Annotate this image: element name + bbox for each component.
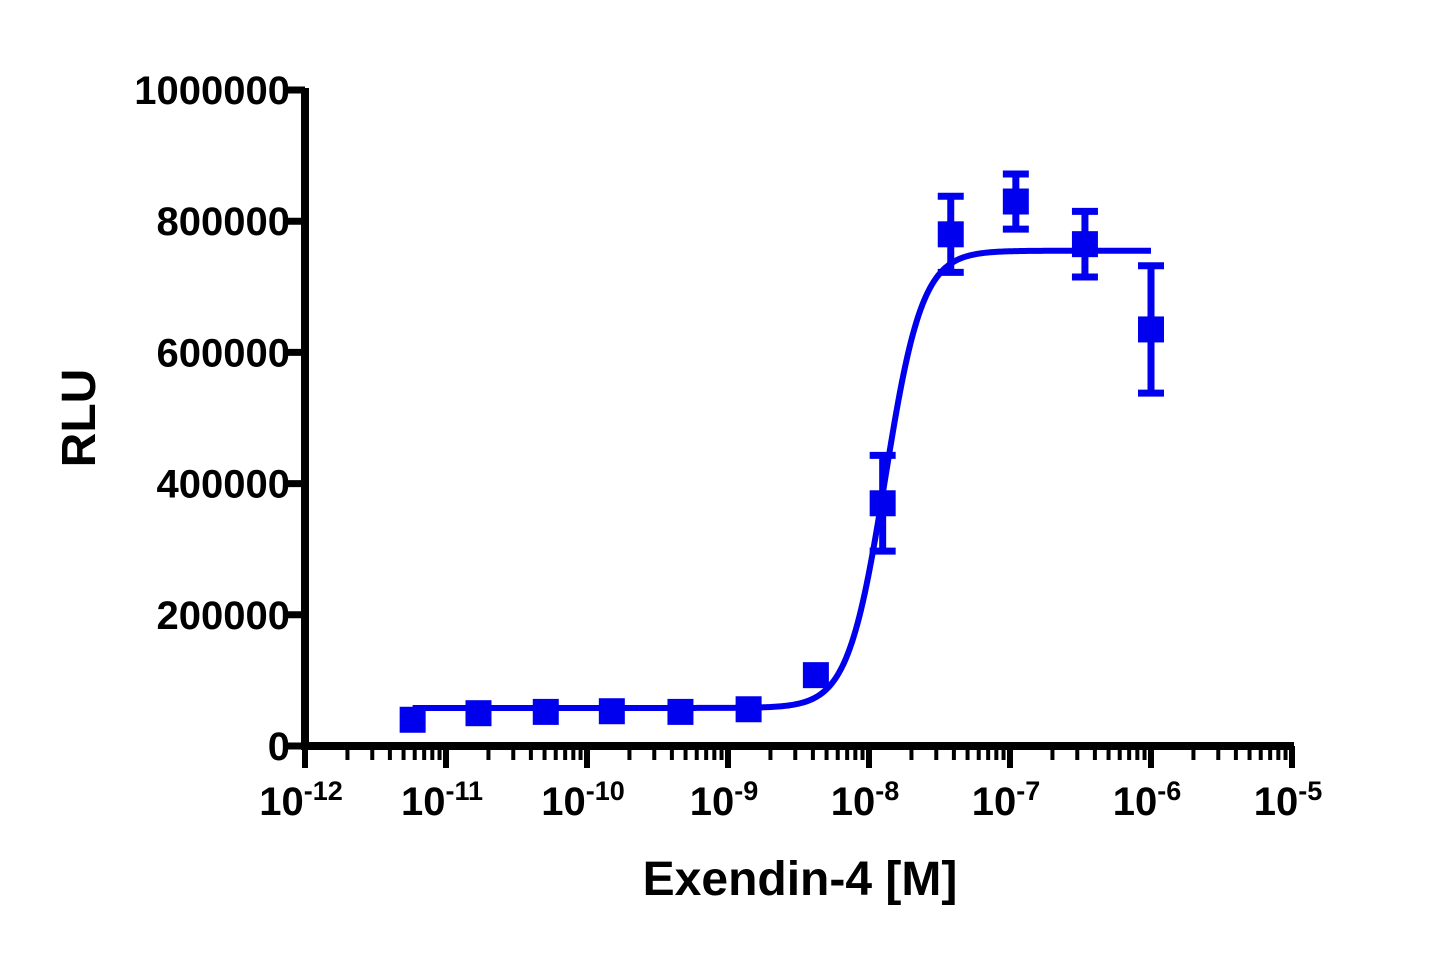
data-point [735,696,762,723]
x-tick-label: 10-9 [690,776,759,824]
data-point [598,698,625,725]
fit-curve [411,247,1153,711]
y-tick-label: 200000 [157,594,290,638]
y-tick-label: 1000000 [134,69,290,113]
data-point [869,490,896,517]
y-tick-label: 600000 [157,331,290,375]
data-point [802,662,829,689]
y-axis-title: RLU [53,369,106,468]
x-tick-label: 10-5 [1254,776,1323,824]
data-point [1071,231,1098,258]
data-point [532,698,559,725]
x-axis: 10-12 10-11 10-10 10-9 10-8 10-7 10-6 10-5 [259,742,1323,824]
x-tick-label: 10-8 [831,776,900,824]
y-axis: 0 200000 400000 600000 800000 1000000 [134,69,309,769]
data-point [465,700,492,727]
data-point [1138,316,1164,343]
y-tick-label: 0 [268,725,290,769]
x-tick-label: 10-12 [259,776,343,824]
data-point [399,706,426,733]
x-axis-title: Exendin-4 [M] [643,853,958,906]
data-points-layer [399,170,1164,733]
y-tick-label: 400000 [157,463,290,507]
x-tick-label: 10-10 [541,776,625,824]
data-point [667,698,694,725]
fit-curve-layer [411,247,1153,711]
data-point [937,221,964,248]
data-point [1002,188,1029,215]
x-tick-label: 10-7 [972,776,1041,824]
x-tick-label: 10-11 [401,776,483,824]
x-tick-label: 10-6 [1113,776,1182,824]
y-tick-label: 800000 [157,200,290,244]
